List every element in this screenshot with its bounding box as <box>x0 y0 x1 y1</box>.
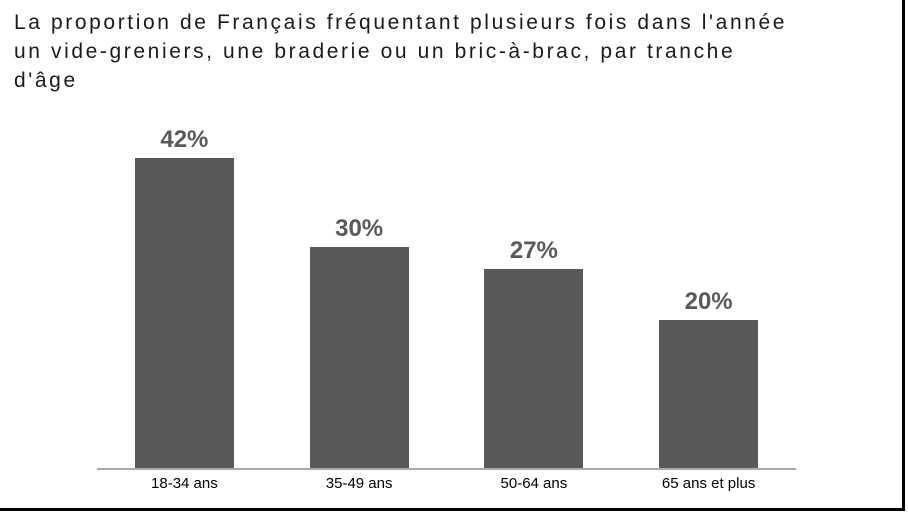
bar-value-label: 27% <box>509 237 558 264</box>
x-axis-label-35-49: 35-49 ans <box>325 475 393 492</box>
bar-65-plus <box>659 320 759 468</box>
frame-border-right <box>902 0 905 511</box>
bar-50-64 <box>484 269 584 468</box>
bar-value-label: 20% <box>684 288 733 315</box>
chart-title-line-3: d'âge <box>14 69 78 92</box>
bar-value-label: 30% <box>335 215 384 242</box>
bar-value-label: 42% <box>160 126 209 153</box>
x-axis-labels: 18-34 ans 35-49 ans 50-64 ans 65 ans et … <box>97 475 796 493</box>
chart-title: La proportion de Français fréquentant pl… <box>14 8 898 95</box>
x-axis-label-18-34: 18-34 ans <box>151 475 218 492</box>
bar-column-18-34: 42% <box>97 100 272 468</box>
bar-18-34 <box>134 158 234 468</box>
frame-border-bottom <box>0 508 905 511</box>
bar-column-65-plus: 20% <box>621 100 796 468</box>
x-axis-label-50-64: 50-64 ans <box>500 475 568 492</box>
chart-title-line-1: La proportion de Français fréquentant pl… <box>14 11 788 34</box>
x-axis-label-65-plus: 65 ans et plus <box>661 475 756 492</box>
x-axis-line <box>97 468 796 470</box>
bar-column-35-49: 30% <box>272 100 447 468</box>
plot-area: 42% 30% 27% 20% <box>97 100 796 468</box>
chart-title-line-2: un vide-greniers, une braderie ou un bri… <box>14 40 736 63</box>
bar-column-50-64: 27% <box>447 100 622 468</box>
bar-35-49 <box>309 247 409 468</box>
